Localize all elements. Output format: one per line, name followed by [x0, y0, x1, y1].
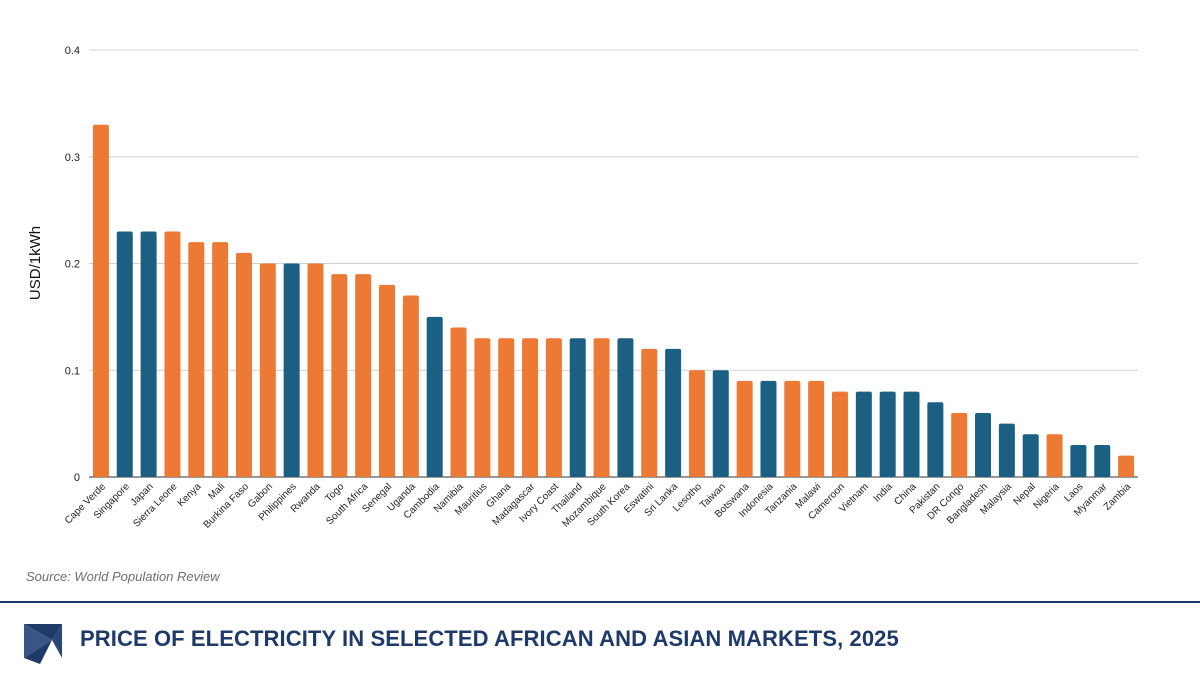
bar: [545, 338, 562, 477]
company-logo-icon: [24, 624, 62, 664]
bars: [92, 124, 1135, 477]
bar: [474, 338, 491, 477]
x-tick-label: Nigeria: [1031, 481, 1061, 511]
bar: [331, 274, 348, 477]
bar: [426, 316, 443, 477]
bar: [688, 370, 705, 477]
bar: [617, 338, 634, 477]
bar: [307, 263, 324, 477]
bar: [665, 348, 682, 477]
bar: [1046, 434, 1063, 477]
bar: [998, 423, 1015, 477]
bar-chart: 0 0.1 0.2 0.3 0.4 Cape VerdeSingaporeJapanSi…: [27, 45, 1138, 531]
bar: [355, 274, 372, 477]
bar: [569, 338, 586, 477]
y-axis-ticks: 0 0.1 0.2 0.3 0.4: [65, 45, 80, 484]
chart-title: PRICE OF ELECTRICITY IN SELECTED AFRICAN…: [80, 626, 899, 651]
bar: [1094, 444, 1111, 477]
bar: [641, 348, 658, 477]
bar: [1118, 455, 1135, 477]
bar: [1022, 434, 1039, 477]
bar: [1070, 444, 1087, 477]
bar: [855, 391, 872, 477]
footer-divider: [0, 601, 1200, 603]
bar: [593, 338, 610, 477]
bar: [188, 242, 205, 477]
x-tick-label: Mali: [206, 481, 227, 502]
bar: [712, 370, 729, 477]
bar: [235, 252, 252, 477]
bar: [522, 338, 539, 477]
bar: [784, 380, 801, 477]
source-note: Source: World Population Review: [26, 569, 220, 584]
bar: [116, 231, 133, 477]
bar: [808, 380, 825, 477]
bar: [379, 284, 396, 477]
bar: [140, 231, 157, 477]
bar: [259, 263, 276, 477]
bar: [975, 412, 992, 477]
bar: [927, 402, 944, 477]
y-tick-label: 0: [74, 472, 80, 484]
y-tick-label: 0.4: [65, 45, 80, 57]
bar: [879, 391, 896, 477]
y-axis-label: USD/1kWh: [27, 226, 44, 300]
bar: [831, 391, 848, 477]
bar: [164, 231, 181, 477]
y-tick-label: 0.1: [65, 365, 80, 377]
x-tick-label: Zambia: [1102, 481, 1134, 513]
bar: [903, 391, 920, 477]
bar: [283, 263, 300, 477]
bar: [498, 338, 515, 477]
bar: [450, 327, 467, 477]
y-tick-label: 0.3: [65, 152, 80, 164]
x-tick-label: Kenya: [176, 481, 204, 509]
x-tick-label: India: [872, 481, 895, 504]
bar: [402, 295, 419, 477]
bar: [760, 380, 777, 477]
bar: [212, 242, 229, 477]
bar: [736, 380, 753, 477]
y-tick-label: 0.2: [65, 259, 80, 271]
bar: [951, 412, 968, 477]
bar: [92, 124, 109, 477]
